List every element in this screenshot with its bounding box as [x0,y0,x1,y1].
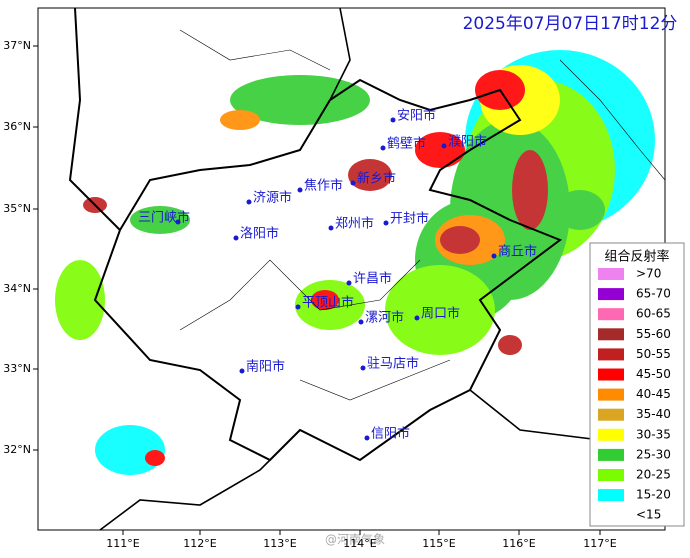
city-dot [441,143,447,149]
legend-label: 45-50 [636,367,671,381]
city-label: 鹤壁市 [387,136,426,152]
lat-label: 36°N [3,120,31,133]
lon-label: 117°E [583,537,616,550]
city-dot [414,315,420,321]
lat-label: 32°N [3,443,31,456]
legend-box [589,242,685,527]
city-dot [233,235,239,241]
legend-swatch [598,489,624,502]
timestamp: 2025年07月07日17时12分 [463,14,678,34]
city-label: 安阳市 [397,108,436,124]
city-label: 商丘市 [498,244,537,260]
city-dot [297,187,303,193]
city-label: 漯河市 [365,310,404,326]
city-dot [239,368,245,374]
legend-swatch [598,469,624,481]
city-dot [491,253,497,259]
legend-title: 组合反射率 [604,249,669,265]
city-label: 三门峡市 [138,210,190,226]
legend-swatch [598,448,624,461]
city-label: 平顶山市 [302,295,354,311]
city-dot [364,435,370,441]
city-dot [358,319,364,325]
city-label: 洛阳市 [240,226,279,242]
city-label: 焦作市 [304,178,343,194]
legend-swatch [598,408,624,421]
city-dot [350,180,356,186]
legend-label: 50-55 [636,347,671,361]
legend-label: >70 [636,267,661,281]
city-label: 开封市 [390,211,429,227]
city-dot [380,145,386,151]
city-label: 新乡市 [357,171,396,187]
lon-label: 116°E [502,537,535,550]
legend-label: 30-35 [636,427,671,441]
legend-swatch [598,308,624,321]
legend-label: 55-60 [636,327,671,341]
lat-label: 37°N [3,39,31,52]
city-label: 济源市 [253,190,292,206]
city-label: 南阳市 [246,359,285,375]
legend-label: 40-45 [636,387,671,401]
legend-swatch [598,368,624,381]
city-dot [175,219,181,225]
watermark: @河南气象 [325,532,385,547]
legend-label: 15-20 [636,488,671,502]
city-label: 濮阳市 [448,134,487,150]
legend-label: 25-30 [636,447,671,461]
city-dot [346,280,352,286]
city-dot [390,117,396,123]
city-dot [383,220,389,226]
city-label: 驻马店市 [367,356,419,372]
lon-label: 112°E [183,537,216,550]
city-label: 周口市 [421,306,460,322]
lat-label: 34°N [3,282,31,295]
city-dot [295,304,301,310]
legend-swatch [598,288,624,301]
legend-label: 20-25 [636,468,671,482]
radar-echoes [55,50,655,475]
legend-label: <15 [636,508,661,522]
legend-swatch [598,348,624,361]
legend-swatch [598,509,624,522]
legend-swatch [598,328,624,341]
legend-swatch [598,388,624,401]
lat-label: 33°N [3,362,31,375]
city-dot [360,365,366,371]
city-label: 郑州市 [335,216,374,232]
lon-label: 111°E [106,537,139,550]
legend-label: 65-70 [636,287,671,301]
lat-label: 35°N [3,202,31,215]
city-label: 许昌市 [353,271,392,287]
city-dot [328,225,334,231]
city-label: 信阳市 [371,426,410,442]
legend-label: 60-65 [636,307,671,321]
legend-swatch [598,428,624,441]
lon-label: 114°E [343,537,376,550]
city-dot [246,199,252,205]
legend-swatch [598,268,624,280]
lon-label: 115°E [422,537,455,550]
lon-label: 113°E [263,537,296,550]
legend-label: 35-40 [636,407,671,421]
